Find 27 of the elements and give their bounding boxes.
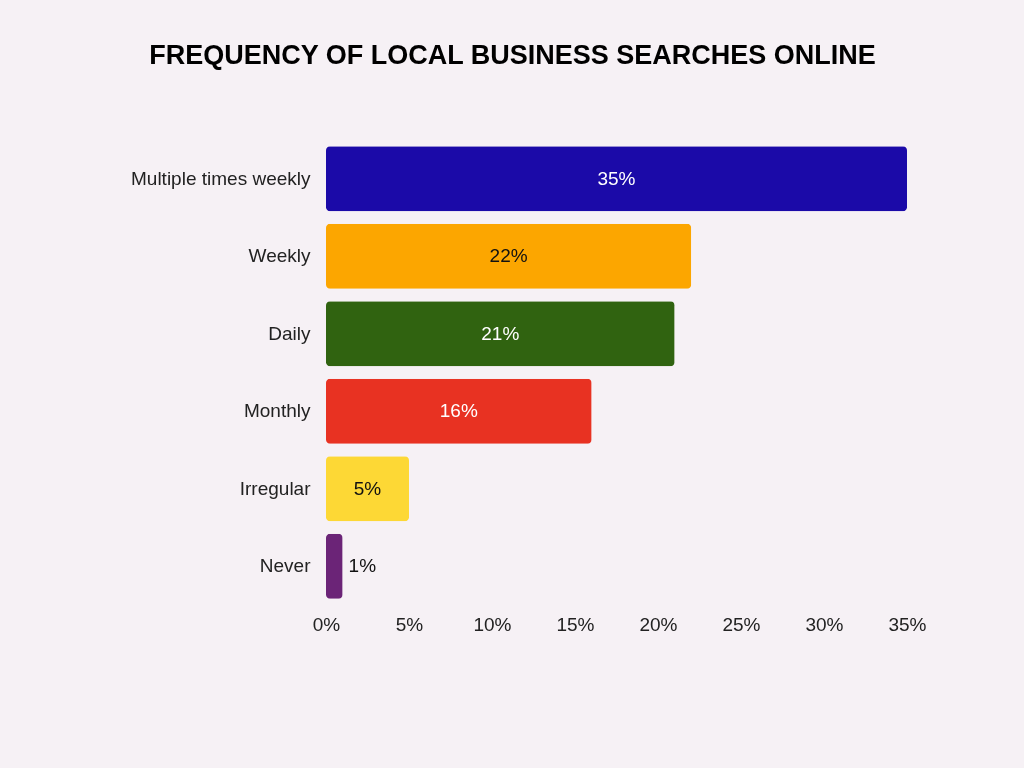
x-tick-label: 5% bbox=[395, 613, 424, 635]
bar bbox=[326, 378, 592, 444]
x-tick-label: 15% bbox=[556, 613, 595, 635]
data-label: 22% bbox=[489, 245, 528, 267]
bar bbox=[326, 146, 907, 212]
x-tick-label: 0% bbox=[312, 613, 341, 635]
y-tick-label: Irregular bbox=[239, 477, 312, 499]
data-label: 16% bbox=[439, 400, 478, 422]
data-label: 35% bbox=[597, 167, 636, 189]
x-tick-label: 10% bbox=[473, 613, 512, 635]
bar bbox=[326, 456, 409, 522]
y-tick-label: Daily bbox=[268, 322, 311, 344]
x-tick-label: 20% bbox=[639, 613, 678, 635]
data-label: 5% bbox=[353, 477, 382, 499]
y-tick-label: Monthly bbox=[243, 400, 311, 422]
y-tick-label: Multiple times weekly bbox=[131, 167, 311, 189]
data-label: 21% bbox=[481, 322, 520, 344]
bar bbox=[326, 533, 343, 599]
chart-title: FREQUENCY OF LOCAL BUSINESS SEARCHES ONLINE bbox=[149, 40, 876, 70]
y-tick-label: Never bbox=[259, 555, 312, 577]
bar bbox=[326, 223, 692, 289]
x-tick-label: 30% bbox=[805, 613, 844, 635]
x-tick-label: 35% bbox=[888, 613, 927, 635]
x-tick-label: 25% bbox=[722, 613, 761, 635]
bar bbox=[326, 301, 675, 367]
y-tick-label: Weekly bbox=[248, 245, 311, 267]
data-label: 1% bbox=[348, 555, 377, 577]
